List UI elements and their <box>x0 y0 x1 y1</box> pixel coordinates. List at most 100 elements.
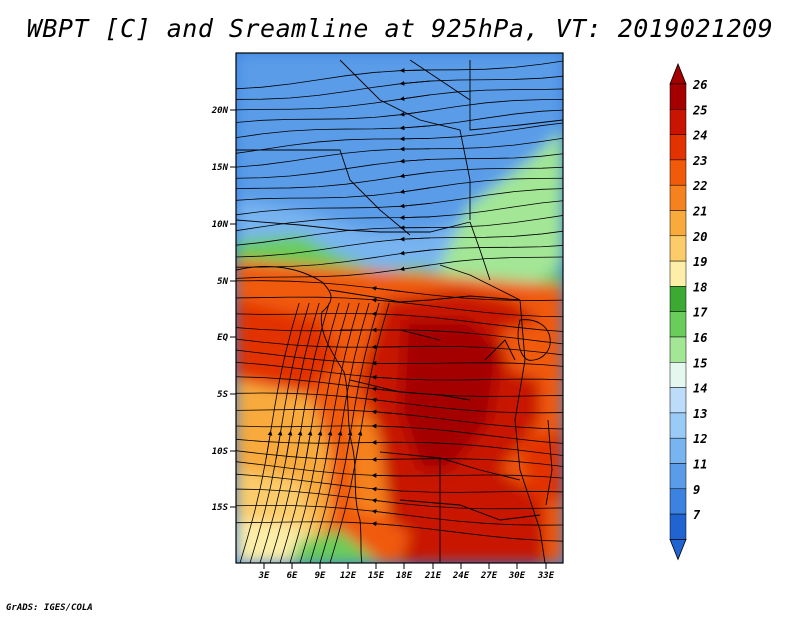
latitude-axis: 20N 15N 10N 5N EQ 5S 10S 15S <box>211 106 236 513</box>
streamline-arrow <box>371 473 403 478</box>
colorbar-segment <box>669 134 687 161</box>
colorbar-label: 16 <box>693 331 707 345</box>
lon-tick-label: 18E <box>396 571 413 581</box>
lat-tick-label: 20N <box>211 106 229 116</box>
streamlines <box>236 60 563 563</box>
colorbar-segment <box>669 463 687 490</box>
colorbar-label: 19 <box>693 255 707 269</box>
lat-tick-label: 15N <box>212 163 229 173</box>
country-boundaries <box>236 59 563 563</box>
streamline-arrow <box>371 509 403 516</box>
streamline-arrow <box>399 215 431 220</box>
lon-tick-label: 21E <box>424 571 442 581</box>
colorbar-label: 22 <box>692 179 707 193</box>
streamline-arrow <box>399 187 431 194</box>
streamline-arrow <box>371 521 403 527</box>
lon-tick-label: 6E <box>287 571 298 581</box>
colorbar-label: 9 <box>693 483 700 497</box>
streamline-arrow <box>275 430 283 460</box>
colorbar-label: 13 <box>693 407 707 421</box>
streamline-arrow <box>371 386 403 393</box>
colorbar-segment <box>669 235 687 262</box>
colorbar-label: 25 <box>692 103 707 117</box>
colorbar-segment <box>669 83 687 110</box>
streamline-arrow <box>399 203 431 209</box>
colorbar-segment <box>669 362 687 388</box>
streamline-arrow <box>399 158 431 164</box>
wbpt-shaded-field <box>236 53 563 563</box>
streamline-arrow <box>371 486 403 492</box>
colorbar-segment <box>669 513 687 540</box>
streamline-arrow <box>371 498 403 504</box>
colorbar-segment <box>669 488 687 515</box>
streamline <box>236 521 563 542</box>
streamline-arrow <box>371 374 403 380</box>
lon-tick-label: 12E <box>340 571 357 581</box>
streamline <box>236 450 563 467</box>
lon-tick-label: 15E <box>368 571 385 581</box>
streamline-arrow <box>399 68 431 73</box>
grads-credit: GrADS: IGES/COLA <box>6 603 93 613</box>
streamline-arrow <box>399 264 431 272</box>
colorbar-segment <box>669 109 687 135</box>
streamline-arrow <box>399 236 431 242</box>
colorbar-segment <box>669 184 687 211</box>
colorbar: 26 25 24 23 22 21 20 19 18 17 16 15 14 13 12 11 9 7 <box>669 62 708 561</box>
streamline-arrow <box>285 430 293 460</box>
streamline-arrow <box>305 430 313 460</box>
lat-tick-label: 15S <box>212 503 229 513</box>
streamline-arrow <box>345 430 353 460</box>
streamline-arrow <box>399 125 431 131</box>
streamline-arrow <box>315 430 323 460</box>
colorbar-label: 7 <box>693 508 701 522</box>
colorbar-label: 18 <box>693 280 707 294</box>
streamline-arrow <box>371 397 403 404</box>
lat-tick-label: 10N <box>212 220 229 230</box>
lon-tick-label: 3E <box>258 571 270 581</box>
colorbar-label: 20 <box>692 230 707 244</box>
streamline-arrow <box>399 110 431 117</box>
streamline-arrow <box>371 423 403 429</box>
streamline <box>236 349 563 367</box>
colorbar-label: 11 <box>693 458 707 472</box>
colorbar-label: 24 <box>692 129 707 143</box>
colorbar-label: 17 <box>693 306 708 320</box>
colorbar-label: 23 <box>692 154 707 168</box>
colorbar-label: 12 <box>693 432 707 446</box>
lat-tick-label: EQ <box>217 333 228 343</box>
lat-tick-label: 10S <box>212 447 229 457</box>
colorbar-segment <box>669 260 687 287</box>
lon-tick-label: 27E <box>480 571 498 581</box>
streamline-arrow <box>265 430 273 460</box>
streamline-arrow <box>371 297 403 303</box>
streamline-arrow <box>399 171 431 179</box>
streamline-arrow <box>355 430 363 460</box>
colorbar-label: 15 <box>693 356 707 370</box>
streamline <box>236 409 563 430</box>
streamline-arrow <box>371 311 403 317</box>
streamline-arrow <box>295 430 303 460</box>
lat-tick-label: 5N <box>217 277 228 287</box>
colorbar-label: 14 <box>693 382 707 396</box>
streamline-arrow <box>335 430 343 460</box>
colorbar-segment <box>669 159 687 186</box>
colorbar-segment <box>669 387 687 414</box>
colorbar-label: 21 <box>692 205 707 219</box>
colorbar-segment <box>669 412 687 439</box>
lon-tick-label: 9E <box>315 571 326 581</box>
lon-tick-label: 33E <box>537 571 555 581</box>
colorbar-bottom-arrow <box>669 539 687 561</box>
map-title: WBPT [C] and Sreamline at 925hPa, VT: 20… <box>26 14 774 43</box>
streamline-arrow <box>399 249 431 256</box>
streamline-arrow <box>399 94 431 101</box>
streamline <box>236 461 563 479</box>
colorbar-top-arrow <box>669 62 687 85</box>
streamline <box>236 296 563 318</box>
colorbar-label: 26 <box>692 78 707 92</box>
colorbar-segment <box>669 311 687 338</box>
colorbar-segment <box>669 336 687 363</box>
colorbar-segment <box>669 286 687 312</box>
lon-tick-label: 24E <box>452 571 470 581</box>
streamline-arrow <box>371 409 403 415</box>
